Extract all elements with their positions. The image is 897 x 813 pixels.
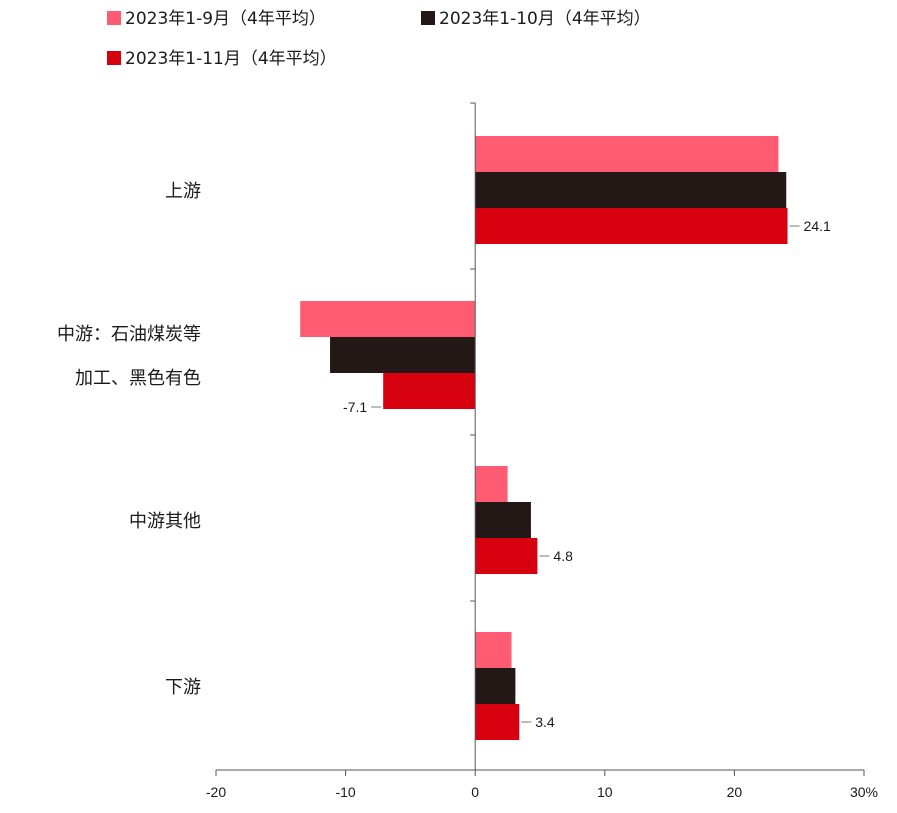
data-label-3: 4.8 [553,548,573,564]
bar-series2-cat2 [330,337,476,373]
bars [300,136,788,740]
legend-swatch-3 [107,51,121,65]
legend-label-3: 2023年1-11月（4年平均） [125,49,337,69]
axes: -20 -10 0 10 20 30% [206,102,878,800]
bar-series2-cat4 [475,668,516,704]
legend-label-1: 2023年1-9月（4年平均） [125,9,326,29]
category-label-2-line1: 中游：石油煤炭等 [57,324,201,345]
legend: 2023年1-9月（4年平均） 2023年1-10月（4年平均） 2023年1-11… [107,9,651,69]
legend-swatch-1 [107,11,121,25]
data-label-1: 24.1 [804,218,831,234]
x-tick-label-2: -10 [335,784,355,800]
bar-series2-cat3 [475,502,531,538]
category-label-4: 下游 [165,677,201,698]
data-label-4: 3.4 [535,714,555,730]
category-label-1: 上游 [165,181,201,202]
x-tick-label-1: -20 [206,784,226,800]
bar-series3-cat4 [475,704,520,740]
x-tick-label-3: 0 [471,784,479,800]
data-label-2: -7.1 [343,399,367,415]
bar-series3-cat2 [383,373,476,409]
x-tick-label-5: 20 [727,784,743,800]
legend-swatch-2 [421,11,435,25]
x-tick-label-4: 10 [597,784,613,800]
bar-series2-cat1 [475,172,787,208]
x-tick-label-6: 30% [850,784,878,800]
bar-series1-cat3 [475,466,508,502]
category-label-3: 中游其他 [129,511,201,532]
legend-label-2: 2023年1-10月（4年平均） [439,9,651,29]
category-label-2-line2: 加工、黑色有色 [75,368,201,389]
bar-series3-cat3 [475,538,538,574]
bar-series1-cat4 [475,632,512,668]
bar-series1-cat2 [300,301,476,337]
bar-series1-cat1 [475,136,779,172]
bar-series3-cat1 [475,208,788,244]
